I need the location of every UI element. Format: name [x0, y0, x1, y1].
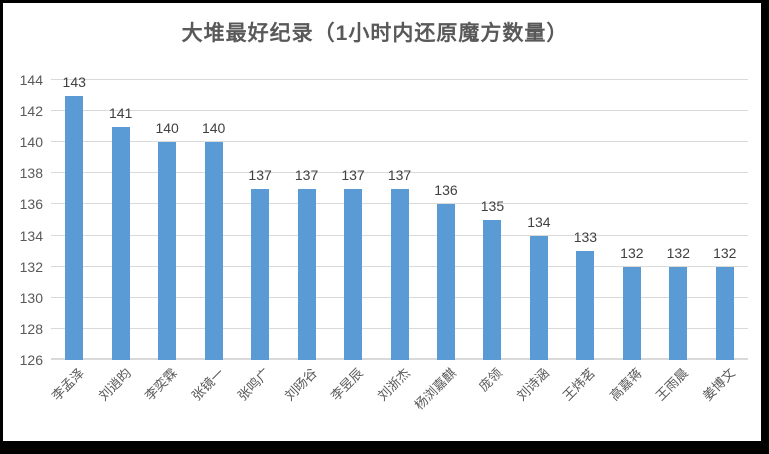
bar: [529, 235, 548, 360]
x-axis-name-label: 刘逍昀: [95, 365, 134, 404]
bar-value-label: 132: [620, 244, 644, 261]
bar-value-label: 133: [573, 229, 598, 246]
bar-value-label: 132: [666, 244, 690, 261]
bar: [715, 266, 734, 360]
x-axis-name-label: 杨浏嘉麒: [411, 365, 459, 413]
y-axis: 126 128 130 132 134 136 138 140 142 144: [3, 73, 45, 367]
y-tick-label: 144: [19, 72, 43, 88]
bar-value-label: 134: [527, 213, 551, 230]
y-tick-label: 136: [19, 196, 43, 213]
bar-group: 132 姜博文: [700, 80, 748, 404]
bar-group: 137 李昱辰: [328, 80, 376, 404]
bar-value-label: 140: [155, 120, 179, 137]
bar-value-label: 137: [248, 166, 272, 183]
bar: [622, 266, 641, 360]
x-axis-name-label: 刘浙杰: [374, 365, 413, 404]
bar-value-label: 137: [294, 166, 319, 183]
bar-value-label: 137: [341, 166, 365, 183]
gridline: [51, 110, 748, 112]
x-axis-name-label: 张鸣广: [234, 365, 274, 404]
bar-group: 143 李孟泽: [49, 75, 97, 404]
bar: [158, 142, 177, 360]
x-axis-name-label: 庞领: [476, 365, 506, 395]
x-axis-name-label: 张镜一: [188, 365, 227, 404]
bar-group: 134 刘诗涵: [514, 80, 562, 404]
bar-group: 137 张鸣广: [235, 80, 283, 404]
y-tick-label: 130: [19, 289, 43, 306]
bar-group: 140 李奕霖: [142, 80, 190, 403]
bar-value-label: 132: [713, 244, 737, 261]
bar: [204, 142, 223, 360]
bar: [65, 95, 84, 360]
bar: [297, 188, 316, 360]
bar-value-label: 135: [480, 198, 505, 214]
bar: [251, 188, 270, 360]
bar-group: 137 刘浙杰: [374, 80, 422, 404]
bar-value-label: 143: [62, 73, 86, 90]
y-tick-label: 128: [19, 320, 43, 337]
x-axis-name-label: 高嘉蒋: [606, 365, 645, 404]
bar-group: 140 张镜一: [188, 80, 236, 403]
y-tick-label: 142: [19, 103, 43, 120]
bar-group: 132 高嘉蒋: [607, 80, 655, 404]
x-axis-name-label: 王炜茗: [560, 365, 599, 404]
bar-group: 137 刘旸谷: [281, 80, 329, 404]
bar: [436, 204, 455, 360]
bars-container: 143 李孟泽 141 刘逍昀 140 李奕霖 140 张镜一 137 张鸣广 137 刘旸谷 137 李…: [49, 75, 748, 413]
x-axis-name-label: 刘诗涵: [513, 365, 552, 404]
y-tick-label: 140: [19, 134, 43, 151]
bar-group: 133 王炜茗: [560, 80, 608, 403]
bar: [483, 220, 502, 360]
bar-group: 135 庞领: [469, 80, 515, 394]
gridline: [51, 79, 748, 80]
bar-value-label: 140: [201, 120, 226, 137]
bar: [576, 251, 595, 360]
gridline: [51, 141, 748, 143]
x-axis-name-label: 刘旸谷: [281, 365, 320, 404]
chart-title: 大堆最好纪录（1小时内还原魔方数量）: [181, 22, 569, 45]
x-axis-name-label: 李奕霖: [141, 365, 181, 404]
bar: [111, 126, 130, 360]
y-tick-label: 132: [19, 258, 43, 275]
gridline: [51, 172, 748, 174]
bar-value-label: 136: [434, 182, 458, 199]
y-tick-label: 134: [19, 227, 43, 244]
x-axis-name-label: 李孟泽: [48, 365, 88, 404]
bar: [669, 266, 688, 360]
bar-group: 141 刘逍昀: [95, 80, 143, 404]
y-tick-label: 126: [19, 352, 43, 368]
bar-group: 132 王雨晨: [653, 80, 701, 404]
bar-value-label: 141: [109, 104, 133, 121]
bar-group: 136 杨浏嘉麒: [411, 80, 469, 412]
x-axis-name-label: 姜博文: [699, 365, 738, 404]
x-axis-name-label: 王雨晨: [653, 365, 692, 404]
bar-value-label: 137: [387, 166, 412, 183]
bar: [344, 188, 363, 360]
plot-area: 143 李孟泽 141 刘逍昀 140 李奕霖 140 张镜一 137 张鸣广 137 刘旸谷 137 李…: [49, 75, 748, 413]
bar: [390, 188, 409, 360]
x-axis-name-label: 李昱辰: [327, 365, 366, 404]
y-tick-label: 138: [19, 165, 43, 182]
